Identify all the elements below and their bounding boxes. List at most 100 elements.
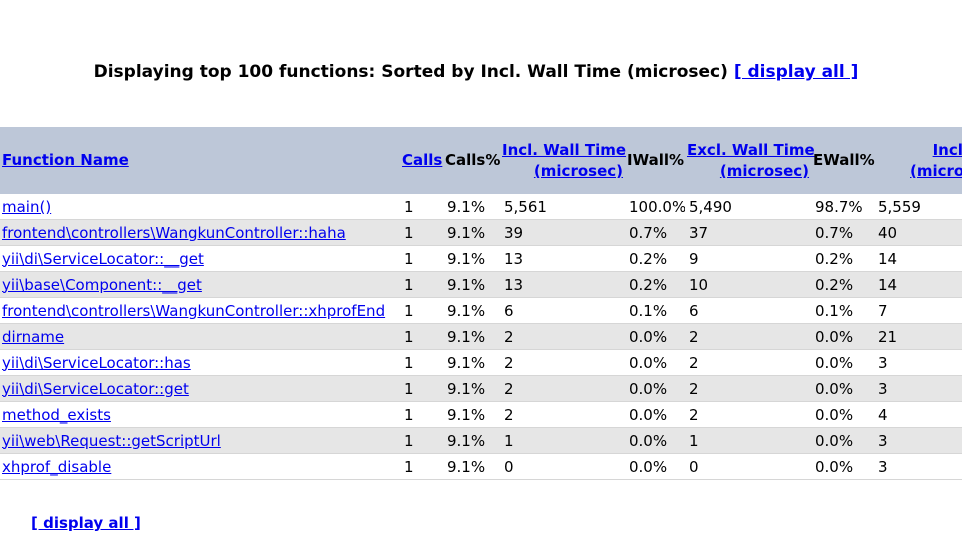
cell-text: 0.7% <box>629 223 668 242</box>
cell: 5,561 <box>500 194 625 220</box>
cell: 4 <box>874 401 962 428</box>
cell: 9.1% <box>443 401 500 428</box>
cell: 14 <box>874 245 962 272</box>
function-link[interactable]: yii\di\ServiceLocator::has <box>2 353 191 372</box>
cell: 9.1% <box>443 349 500 376</box>
cell-text: 9.1% <box>447 379 486 398</box>
cell-text: 0.0% <box>629 379 668 398</box>
cell-text: 100.0% <box>629 197 685 216</box>
cell-text: 0.0% <box>629 457 668 476</box>
cell: 2 <box>500 349 625 376</box>
cell: 100.0% <box>625 194 685 220</box>
column-header: Calls <box>400 127 443 194</box>
cell-text: 0.0% <box>629 353 668 372</box>
function-link[interactable]: main() <box>2 197 52 216</box>
cell: 2 <box>500 323 625 350</box>
cell-text: 9 <box>689 249 699 268</box>
cell: 2 <box>685 401 811 428</box>
cell-text: 6 <box>504 301 514 320</box>
cell-text: 10 <box>689 275 709 294</box>
cell-text: 1 <box>404 405 414 424</box>
heading-text: Displaying top 100 functions: Sorted by … <box>93 62 728 82</box>
cell-text: 2 <box>689 327 699 346</box>
cell-text: 0.0% <box>815 405 854 424</box>
cell-text: 14 <box>878 249 898 268</box>
function-link[interactable]: xhprof_disable <box>2 457 112 476</box>
cell-text: 9.1% <box>447 457 486 476</box>
cell: 9.1% <box>443 219 500 246</box>
cell-text: 0.0% <box>629 405 668 424</box>
cell-text: 1 <box>404 301 414 320</box>
sort-link[interactable]: Incl. Wall Time (microsec) <box>502 141 626 180</box>
sort-link[interactable]: Function Name <box>2 151 129 169</box>
cell: 0.2% <box>811 271 874 298</box>
cell-text: 5,561 <box>504 197 547 216</box>
cell-text: 2 <box>504 379 514 398</box>
cell: 1 <box>400 297 443 324</box>
cell-text: 2 <box>689 353 699 372</box>
cell: 9.1% <box>443 297 500 324</box>
function-link[interactable]: frontend\controllers\WangkunController::… <box>2 223 346 242</box>
function-link[interactable]: dirname <box>2 327 65 346</box>
function-link[interactable]: method_exists <box>2 405 111 424</box>
table-body: main() 1 9.1% 5,561 100.0% 5,490 98.7% 5,559 fro… <box>0 194 962 480</box>
cell-text: 0.0% <box>815 327 854 346</box>
header-text: Excl. Wall Time <box>687 140 815 159</box>
cell-text: 0.0% <box>815 431 854 450</box>
cell: 1 <box>500 427 625 454</box>
cell: 40 <box>874 219 962 246</box>
cell: 0.2% <box>811 245 874 272</box>
function-link[interactable]: yii\di\ServiceLocator::get <box>2 379 189 398</box>
cell: 13 <box>500 245 625 272</box>
cell: 2 <box>500 401 625 428</box>
cell-text: 1 <box>404 457 414 476</box>
cell: 98.7% <box>811 194 874 220</box>
cell: 1 <box>400 194 443 220</box>
cell-text: 1 <box>404 353 414 372</box>
header-unit: (microsec) <box>533 161 623 180</box>
cell-text: 1 <box>404 223 414 242</box>
function-link[interactable]: yii\web\Request::getScriptUrl <box>2 431 221 450</box>
cell: 0.1% <box>811 297 874 324</box>
cell: 9.1% <box>443 194 500 220</box>
cell: 0.0% <box>811 427 874 454</box>
cell: 1 <box>685 427 811 454</box>
header-text: EWall% <box>813 151 875 169</box>
header-text: IWall% <box>627 151 685 169</box>
function-cell: dirname <box>0 323 400 350</box>
cell-text: 3 <box>878 457 888 476</box>
sort-link[interactable]: Calls <box>402 151 442 169</box>
cell: 2 <box>500 375 625 402</box>
function-link[interactable]: yii\base\Component::__get <box>2 275 202 294</box>
column-header: Function Name <box>0 127 400 194</box>
cell: 10 <box>685 271 811 298</box>
cell: 37 <box>685 219 811 246</box>
sort-link[interactable]: Incl. CPU (microsecs) <box>910 141 962 180</box>
table-row: yii\base\Component::__get 1 9.1% 13 0.2% 10 0.… <box>0 271 962 298</box>
cell: 9.1% <box>443 375 500 402</box>
display-all-link[interactable]: [ display all ] <box>733 62 859 82</box>
cell: 9.1% <box>443 323 500 350</box>
cell-text: 5,559 <box>878 197 921 216</box>
cell: 0 <box>500 453 625 480</box>
function-cell: yii\di\ServiceLocator::__get <box>0 245 400 272</box>
sort-link[interactable]: Excl. Wall Time (microsec) <box>687 141 815 180</box>
header-text: Calls% <box>445 151 501 169</box>
cell: 1 <box>400 323 443 350</box>
cell-text: 3 <box>878 431 888 450</box>
cell: 0.0% <box>811 349 874 376</box>
function-link[interactable]: frontend\controllers\WangkunController::… <box>2 301 386 320</box>
cell-text: 2 <box>504 327 514 346</box>
function-link[interactable]: yii\di\ServiceLocator::__get <box>2 249 204 268</box>
cell-text: 0.0% <box>815 379 854 398</box>
cell-text: 0.1% <box>629 301 668 320</box>
display-all-link[interactable]: [ display all ] <box>31 514 141 532</box>
cell: 14 <box>874 271 962 298</box>
table-row: yii\di\ServiceLocator::get 1 9.1% 2 0.0% 2 0.0… <box>0 375 962 402</box>
header-text: Calls <box>402 151 443 169</box>
cell: 0.7% <box>811 219 874 246</box>
cell-text: 2 <box>504 405 514 424</box>
function-cell: yii\di\ServiceLocator::get <box>0 375 400 402</box>
header-text: Incl. CPU <box>932 140 962 159</box>
cell-text: 0.0% <box>629 431 668 450</box>
